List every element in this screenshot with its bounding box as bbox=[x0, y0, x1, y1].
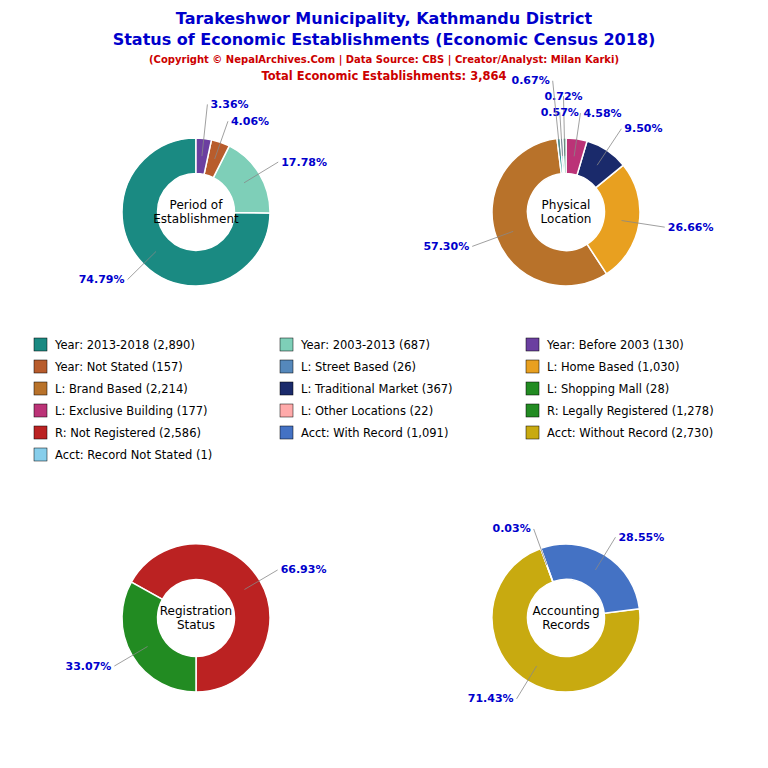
data-labels: 66.93% 33.07% bbox=[66, 563, 327, 672]
data-label: 0.67% bbox=[512, 74, 550, 87]
data-label: 33.07% bbox=[66, 660, 112, 673]
data-labels: 74.79% 17.78% 4.06% 3.36% bbox=[79, 98, 327, 286]
data-labels: 71.43% 28.55% 0.03% bbox=[468, 522, 665, 705]
legend-label: R: Not Registered (2,586) bbox=[55, 426, 201, 440]
data-label: 28.55% bbox=[618, 531, 664, 544]
data-label: 26.66% bbox=[668, 221, 714, 234]
data-label: 4.58% bbox=[583, 107, 621, 120]
leader-line bbox=[574, 113, 580, 156]
leader-line bbox=[215, 121, 228, 159]
donut-slice bbox=[566, 138, 587, 175]
donut-slice bbox=[122, 582, 196, 692]
legend-swatch bbox=[280, 338, 293, 351]
legend-label: L: Exclusive Building (177) bbox=[55, 404, 208, 418]
legend-swatch bbox=[34, 382, 47, 395]
legend-label: Acct: Record Not Stated (1) bbox=[55, 448, 212, 462]
data-label: 9.50% bbox=[624, 122, 662, 135]
center-label: RegistrationStatus bbox=[160, 604, 232, 632]
center-label: Period ofEstablishment bbox=[153, 198, 239, 226]
legend-swatch bbox=[526, 382, 539, 395]
legend-swatch bbox=[34, 404, 47, 417]
leader-line bbox=[128, 252, 156, 280]
donut-slice bbox=[122, 138, 270, 286]
data-label: 66.93% bbox=[281, 563, 327, 576]
figure: Tarakeshwor Municipality, Kathmandu Dist… bbox=[0, 0, 768, 768]
legend-swatch bbox=[526, 426, 539, 439]
legend-swatch bbox=[280, 404, 293, 417]
legend-swatch bbox=[34, 360, 47, 373]
legend-label: Year: 2003-2013 (687) bbox=[300, 338, 430, 352]
leader-line bbox=[517, 666, 537, 699]
donut-chart: PhysicalLocation57.30%26.66%9.50%4.58%0.… bbox=[423, 74, 713, 286]
data-label: 0.72% bbox=[544, 90, 582, 103]
donut-slice bbox=[196, 138, 212, 174]
legend-swatch bbox=[280, 360, 293, 373]
donut-slice bbox=[541, 544, 640, 613]
data-label: 74.79% bbox=[79, 273, 125, 286]
subtitle: Total Economic Establishments: 3,864 bbox=[261, 69, 506, 83]
legend-label: R: Legally Registered (1,278) bbox=[547, 404, 714, 418]
legend-swatch bbox=[526, 404, 539, 417]
leader-line bbox=[553, 81, 561, 156]
subtitle: (Copyright © NepalArchives.Com | Data So… bbox=[149, 54, 619, 66]
leader-line bbox=[560, 112, 563, 156]
leader-line bbox=[534, 529, 547, 565]
legend-label: L: Shopping Mall (28) bbox=[547, 382, 669, 396]
legend-swatch bbox=[280, 426, 293, 439]
data-label: 3.36% bbox=[210, 98, 248, 111]
background bbox=[0, 0, 768, 768]
leader-line bbox=[202, 104, 207, 156]
legend-label: L: Home Based (1,030) bbox=[547, 360, 679, 374]
legend-swatch bbox=[526, 338, 539, 351]
leader-line bbox=[114, 647, 147, 667]
legend-label: Acct: With Record (1,091) bbox=[301, 426, 448, 440]
legend-label: L: Brand Based (2,214) bbox=[55, 382, 188, 396]
leader-line bbox=[597, 129, 621, 165]
legend-swatch bbox=[280, 382, 293, 395]
legend-label: L: Traditional Market (367) bbox=[301, 382, 453, 396]
leader-line bbox=[622, 221, 665, 228]
data-label: 0.03% bbox=[493, 522, 531, 535]
legend-label: Year: Before 2003 (130) bbox=[546, 338, 684, 352]
data-label: 17.78% bbox=[281, 156, 327, 169]
leader-line bbox=[244, 162, 278, 183]
legend-swatch bbox=[526, 360, 539, 373]
leader-line bbox=[244, 570, 277, 590]
title: Tarakeshwor Municipality, Kathmandu Dist… bbox=[176, 9, 593, 28]
legend-label: Year: 2013-2018 (2,890) bbox=[54, 338, 195, 352]
title: Status of Economic Establishments (Econo… bbox=[113, 30, 656, 49]
data-label: 71.43% bbox=[468, 692, 514, 705]
center-label: AccountingRecords bbox=[532, 604, 599, 632]
legend-swatch bbox=[34, 426, 47, 439]
donut-chart: Period ofEstablishment 74.79% 17.78% 4.06% 3… bbox=[79, 98, 327, 286]
legend-label: L: Other Locations (22) bbox=[301, 404, 433, 418]
donut-chart: AccountingRecords 71.43% 28.55% 0.03% bbox=[468, 522, 665, 705]
donut-chart: RegistrationStatus 66.93% 33.07% bbox=[66, 544, 327, 692]
data-label: 57.30% bbox=[423, 240, 469, 253]
leader-line bbox=[472, 231, 513, 246]
data-label: 4.06% bbox=[231, 115, 269, 128]
legend-swatch bbox=[34, 448, 47, 461]
center-label: PhysicalLocation bbox=[541, 198, 592, 226]
legend-label: Year: Not Stated (157) bbox=[54, 360, 183, 374]
data-labels: 57.30% 26.66% 9.50%4.58%0.72% 0.57% 0.67% bbox=[423, 74, 713, 253]
legend-label: L: Street Based (26) bbox=[301, 360, 416, 374]
data-label: 0.57% bbox=[541, 106, 579, 119]
legend: Year: 2013-2018 (2,890) Year: Not Stated … bbox=[34, 338, 714, 462]
legend-label: Acct: Without Record (2,730) bbox=[547, 426, 713, 440]
legend-swatch bbox=[34, 338, 47, 351]
leader-line bbox=[595, 537, 615, 570]
